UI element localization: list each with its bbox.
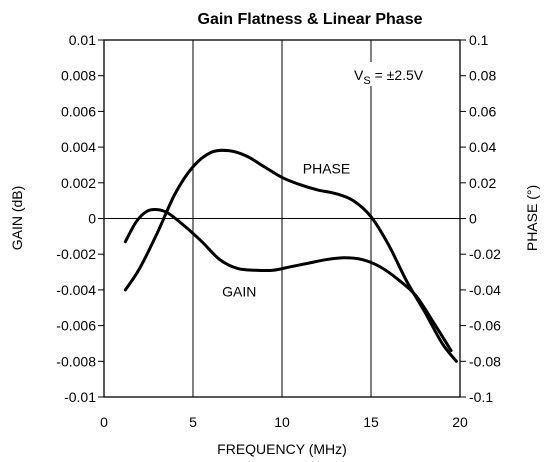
x-tick-label: 20 (452, 414, 468, 430)
right-tick-label: 0.1 (469, 32, 489, 48)
right-axis-label: PHASE (°) (524, 185, 540, 251)
right-tick-label: 0.06 (469, 103, 496, 119)
left-tick-label: 0.004 (61, 139, 96, 155)
left-tick-label: -0.002 (56, 246, 96, 262)
x-tick-label: 15 (363, 414, 379, 430)
series-line-phase (123, 148, 458, 363)
vs-annotation-sub: S (363, 75, 370, 87)
right-tick-label: -0.1 (469, 389, 493, 405)
right-tick-label: 0.04 (469, 139, 496, 155)
left-tick-label: 0.01 (69, 32, 96, 48)
left-tick-label: -0.01 (64, 389, 96, 405)
right-tick-label: 0.02 (469, 175, 496, 191)
series-label-phase: PHASE (303, 161, 350, 177)
grid-lines (104, 40, 460, 397)
left-tick-label: -0.008 (56, 353, 96, 369)
vs-annotation-text: VS = ±2.5V (354, 67, 424, 87)
vs-annotation-base: V (354, 67, 364, 83)
vs-annotation: VS = ±2.5V (350, 62, 452, 87)
left-tick-label: 0 (88, 211, 96, 227)
chart-title: Gain Flatness & Linear Phase (198, 11, 423, 28)
right-tick-labels: 0.1 0.08 0.06 0.04 0.02 0 -0.02 -0.04 -0.06 -0.08… (469, 32, 501, 405)
right-tick-label: 0 (469, 211, 477, 227)
right-tick-label: -0.06 (469, 318, 501, 334)
left-tick-label: 0.002 (61, 175, 96, 191)
series-line-gain (123, 207, 453, 353)
series-label-gain: GAIN (222, 284, 256, 300)
x-tick-label: 10 (274, 414, 290, 430)
left-tick-label: -0.004 (56, 282, 96, 298)
left-tick-label: 0.008 (61, 68, 96, 84)
left-tick-labels: 0.01 0.008 0.006 0.004 0.002 0 -0.002 -0.004 -0.… (56, 32, 96, 405)
data-curves (123, 148, 458, 363)
x-tick-labels: 0 5 10 15 20 (100, 414, 468, 430)
x-tick-label: 5 (189, 414, 197, 430)
right-tick-label: -0.02 (469, 246, 501, 262)
right-tick-label: -0.08 (469, 353, 501, 369)
series-labels: GAIN PHASE (222, 161, 350, 300)
left-tick-label: 0.006 (61, 103, 96, 119)
x-tick-label: 0 (100, 414, 108, 430)
vs-annotation-rest: = ±2.5V (371, 67, 424, 83)
vs-annotation-bg (350, 62, 452, 86)
right-tick-label: -0.04 (469, 282, 501, 298)
plot-frame (103, 39, 461, 398)
x-axis-label: FREQUENCY (MHz) (217, 441, 347, 457)
left-tick-label: -0.006 (56, 318, 96, 334)
left-axis-label: GAIN (dB) (9, 186, 25, 251)
right-tick-label: 0.08 (469, 68, 496, 84)
tick-marks (98, 39, 466, 398)
